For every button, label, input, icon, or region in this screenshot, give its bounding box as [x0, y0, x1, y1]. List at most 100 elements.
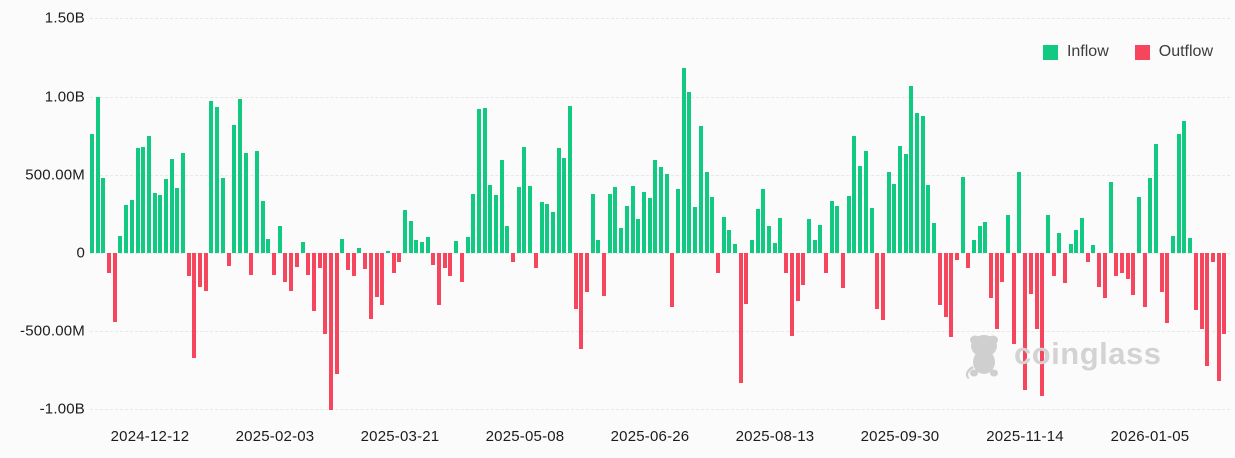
inflow-bar[interactable] — [129, 199, 134, 253]
outflow-bar[interactable] — [112, 253, 117, 322]
inflow-bar[interactable] — [886, 172, 891, 253]
inflow-bar[interactable] — [550, 212, 555, 253]
inflow-bar[interactable] — [357, 248, 362, 253]
outflow-bar[interactable] — [203, 253, 208, 292]
inflow-bar[interactable] — [892, 184, 897, 253]
outflow-bar[interactable] — [391, 253, 396, 273]
inflow-bar[interactable] — [1108, 181, 1113, 253]
inflow-bar[interactable] — [118, 235, 123, 253]
inflow-bar[interactable] — [806, 219, 811, 253]
inflow-bar[interactable] — [778, 217, 783, 253]
inflow-bar[interactable] — [619, 227, 624, 253]
inflow-bar[interactable] — [897, 145, 902, 253]
outflow-bar[interactable] — [226, 253, 231, 267]
inflow-bar[interactable] — [932, 222, 937, 253]
inflow-bar[interactable] — [926, 184, 931, 253]
outflow-bar[interactable] — [397, 253, 402, 263]
outflow-bar[interactable] — [1142, 253, 1147, 307]
legend-item-inflow[interactable]: Inflow — [1042, 43, 1109, 61]
inflow-bar[interactable] — [482, 107, 487, 253]
inflow-bar[interactable] — [971, 240, 976, 253]
inflow-bar[interactable] — [465, 236, 470, 253]
outflow-bar[interactable] — [1119, 253, 1124, 274]
outflow-bar[interactable] — [328, 253, 333, 411]
inflow-bar[interactable] — [732, 244, 737, 253]
inflow-bar[interactable] — [567, 105, 572, 253]
outflow-bar[interactable] — [198, 253, 203, 287]
inflow-bar[interactable] — [1171, 235, 1176, 253]
inflow-bar[interactable] — [983, 221, 988, 253]
inflow-bar[interactable] — [516, 187, 521, 253]
outflow-bar[interactable] — [186, 253, 191, 277]
outflow-bar[interactable] — [875, 253, 880, 309]
outflow-bar[interactable] — [1028, 253, 1033, 294]
inflow-bar[interactable] — [152, 192, 157, 253]
inflow-bar[interactable] — [124, 204, 129, 253]
outflow-bar[interactable] — [1125, 253, 1130, 279]
inflow-bar[interactable] — [812, 239, 817, 253]
outflow-bar[interactable] — [579, 253, 584, 350]
outflow-bar[interactable] — [368, 253, 373, 319]
inflow-bar[interactable] — [613, 186, 618, 253]
inflow-bar[interactable] — [647, 198, 652, 253]
outflow-bar[interactable] — [1062, 253, 1067, 284]
inflow-bar[interactable] — [476, 109, 481, 253]
inflow-bar[interactable] — [1017, 171, 1022, 253]
outflow-bar[interactable] — [738, 253, 743, 383]
outflow-bar[interactable] — [1011, 253, 1016, 344]
inflow-bar[interactable] — [528, 185, 533, 253]
inflow-bar[interactable] — [693, 206, 698, 253]
inflow-bar[interactable] — [1006, 215, 1011, 253]
outflow-bar[interactable] — [1210, 253, 1215, 262]
outflow-bar[interactable] — [1034, 253, 1039, 329]
inflow-bar[interactable] — [1074, 229, 1079, 253]
outflow-bar[interactable] — [1051, 253, 1056, 277]
inflow-bar[interactable] — [664, 174, 669, 253]
inflow-bar[interactable] — [1068, 244, 1073, 253]
inflow-bar[interactable] — [960, 177, 965, 253]
outflow-bar[interactable] — [442, 253, 447, 268]
inflow-bar[interactable] — [1057, 233, 1062, 253]
outflow-bar[interactable] — [1159, 253, 1164, 293]
outflow-bar[interactable] — [1199, 253, 1204, 329]
inflow-bar[interactable] — [340, 238, 345, 253]
inflow-bar[interactable] — [750, 239, 755, 253]
inflow-bar[interactable] — [761, 188, 766, 253]
outflow-bar[interactable] — [824, 253, 828, 274]
outflow-bar[interactable] — [374, 253, 379, 297]
inflow-bar[interactable] — [852, 136, 857, 253]
inflow-bar[interactable] — [767, 226, 772, 253]
outflow-bar[interactable] — [1131, 253, 1136, 296]
inflow-bar[interactable] — [829, 200, 834, 253]
inflow-bar[interactable] — [869, 207, 874, 253]
inflow-bar[interactable] — [624, 206, 629, 253]
outflow-bar[interactable] — [437, 253, 442, 305]
inflow-bar[interactable] — [146, 136, 151, 253]
outflow-bar[interactable] — [323, 253, 328, 335]
inflow-bar[interactable] — [1045, 215, 1050, 253]
inflow-bar[interactable] — [237, 98, 242, 253]
inflow-bar[interactable] — [522, 146, 527, 253]
inflow-bar[interactable] — [101, 177, 106, 253]
inflow-bar[interactable] — [556, 148, 561, 253]
outflow-bar[interactable] — [289, 253, 294, 291]
inflow-bar[interactable] — [915, 113, 920, 253]
outflow-bar[interactable] — [1222, 253, 1227, 334]
inflow-bar[interactable] — [215, 106, 220, 253]
outflow-bar[interactable] — [294, 253, 299, 268]
inflow-bar[interactable] — [607, 193, 612, 253]
inflow-bar[interactable] — [488, 184, 493, 253]
inflow-bar[interactable] — [1091, 245, 1096, 253]
outflow-bar[interactable] — [943, 253, 948, 318]
outflow-bar[interactable] — [994, 253, 999, 329]
outflow-bar[interactable] — [431, 253, 436, 265]
inflow-bar[interactable] — [772, 242, 777, 253]
inflow-bar[interactable] — [636, 219, 641, 253]
inflow-bar[interactable] — [158, 195, 163, 253]
outflow-bar[interactable] — [949, 253, 954, 338]
inflow-bar[interactable] — [243, 152, 248, 253]
outflow-bar[interactable] — [459, 253, 464, 282]
outflow-bar[interactable] — [937, 253, 942, 306]
inflow-bar[interactable] — [505, 226, 510, 253]
inflow-bar[interactable] — [863, 151, 868, 253]
